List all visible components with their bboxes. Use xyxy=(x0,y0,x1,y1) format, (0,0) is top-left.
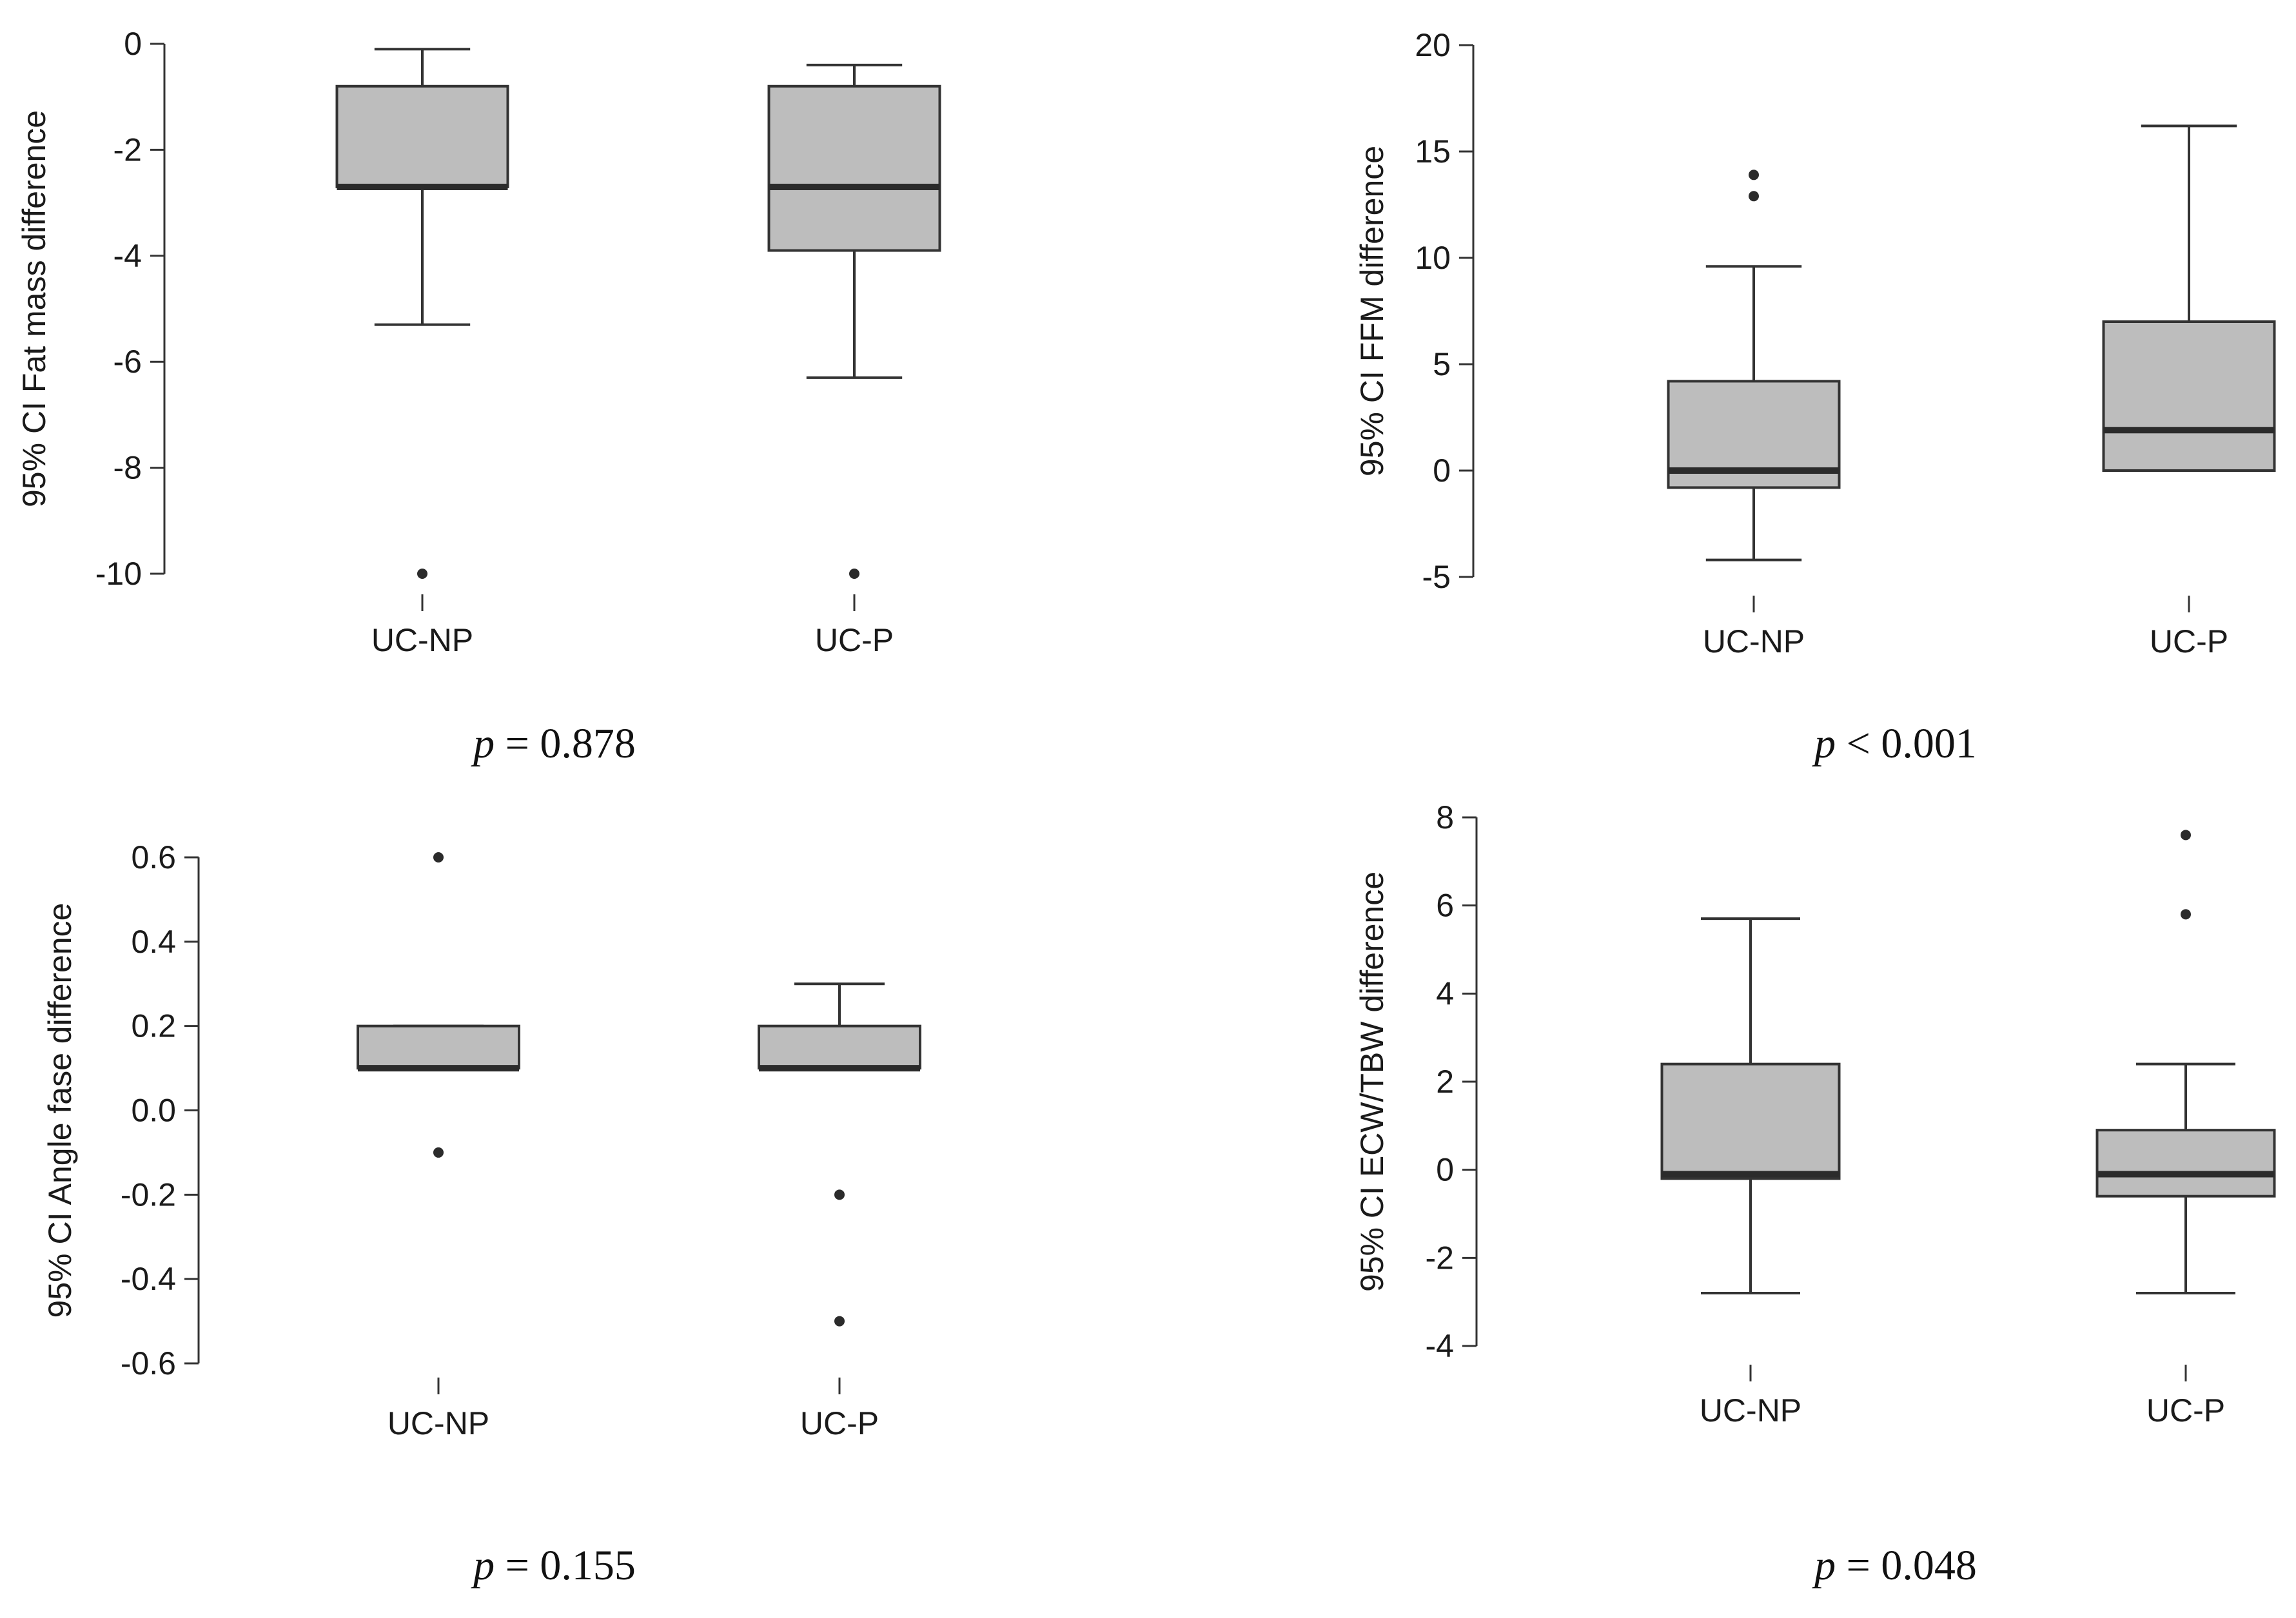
outlier-point xyxy=(1749,191,1759,202)
y-tick-label: -6 xyxy=(113,344,142,380)
p-value: p = 0.155 xyxy=(471,1542,636,1589)
category-label: UC-P xyxy=(2146,1392,2225,1428)
iqr-box xyxy=(767,84,941,252)
y-tick-label: -5 xyxy=(1422,559,1451,595)
y-tick-label: 10 xyxy=(1415,240,1451,276)
y-tick-label: -0.2 xyxy=(121,1176,176,1213)
y-tick-label: -2 xyxy=(1426,1240,1454,1276)
box-uc-p: UC-P xyxy=(758,982,921,1441)
y-tick-label: 0.4 xyxy=(131,924,176,960)
category-label: UC-P xyxy=(800,1405,879,1441)
y-axis-title: 95% CI Angle fase difference xyxy=(42,903,78,1318)
iqr-box xyxy=(335,84,509,188)
box-uc-p: UC-P xyxy=(767,63,941,658)
iqr-box xyxy=(357,1024,520,1070)
outlier-point xyxy=(849,569,859,579)
box-uc-np: UC-NP xyxy=(1660,917,1841,1428)
y-tick-label: 8 xyxy=(1436,799,1454,835)
iqr-box xyxy=(1660,1062,1841,1180)
y-tick-label: 5 xyxy=(1433,346,1451,382)
outlier-point xyxy=(433,852,444,863)
outlier-point xyxy=(2181,830,2191,841)
y-tick-label: 0 xyxy=(124,26,142,62)
y-tick-label: -0.6 xyxy=(121,1345,176,1381)
p-value-text: = 0.155 xyxy=(495,1542,636,1589)
p-value: p < 0.001 xyxy=(1812,720,1977,767)
category-label: UC-P xyxy=(2150,623,2228,659)
p-symbol: p xyxy=(471,1542,495,1589)
y-axis-title: 95% CI FFM difference xyxy=(1354,146,1390,476)
category-label: UC-P xyxy=(815,622,894,658)
p-symbol: p xyxy=(1812,1542,1836,1589)
box-uc-p: UC-P xyxy=(2102,124,2276,659)
y-tick-label: -0.4 xyxy=(121,1261,176,1297)
box-uc-np: UC-NP xyxy=(1667,170,1841,659)
p-value: p = 0.878 xyxy=(471,720,636,767)
y-tick-label: 6 xyxy=(1436,888,1454,924)
iqr-box xyxy=(2095,1129,2276,1198)
panel-4: 8 6 4 2 0 -2 -4 95% CI ECW/TBW difference UC-NP U… xyxy=(1354,799,2276,1589)
outlier-point xyxy=(834,1189,845,1200)
box-uc-np: UC-NP xyxy=(357,852,520,1441)
p-symbol: p xyxy=(1812,720,1836,767)
y-tick-label: -4 xyxy=(113,238,142,274)
p-value-text: = 0.048 xyxy=(1836,1542,1977,1589)
y-tick-label: 4 xyxy=(1436,975,1454,1011)
outlier-point xyxy=(433,1147,444,1158)
box-uc-np: UC-NP xyxy=(335,48,509,658)
category-label: UC-NP xyxy=(1703,623,1805,659)
y-tick-label: 0.0 xyxy=(131,1093,176,1129)
y-tick-label: 0 xyxy=(1433,453,1451,489)
iqr-box xyxy=(2102,320,2276,472)
y-tick-label: -4 xyxy=(1426,1328,1454,1364)
outlier-point xyxy=(417,569,427,579)
outlier-point xyxy=(2181,909,2191,920)
category-label: UC-NP xyxy=(371,622,473,658)
p-value-text: < 0.001 xyxy=(1836,720,1977,767)
y-tick-label: 20 xyxy=(1415,27,1451,63)
y-axis-title: 95% CI ECW/TBW difference xyxy=(1354,872,1390,1292)
outlier-point xyxy=(834,1316,845,1327)
y-tick-label: -2 xyxy=(113,132,142,168)
panel-2: 20 15 10 5 0 -5 95% CI FFM difference UC-NP UC-P… xyxy=(1354,27,2276,767)
y-tick-label: 2 xyxy=(1436,1064,1454,1100)
y-axis-title: 95% CI Fat mass difference xyxy=(16,110,52,507)
p-symbol: p xyxy=(471,720,495,767)
panel-1: 0 -2 -4 -6 -8 -10 95% CI Fat mass difference UC… xyxy=(16,26,941,767)
iqr-box xyxy=(758,1024,921,1070)
y-tick-label: -10 xyxy=(95,556,142,592)
y-tick-label: -8 xyxy=(113,450,142,486)
box-uc-p: UC-P xyxy=(2095,830,2276,1428)
panel-3: 0.6 0.4 0.2 0.0 -0.2 -0.4 -0.6 95% CI Angle fas… xyxy=(42,839,921,1589)
p-value: p = 0.048 xyxy=(1812,1542,1977,1589)
y-tick-label: 0.2 xyxy=(131,1008,176,1044)
y-tick-label: 0.6 xyxy=(131,839,176,875)
outlier-point xyxy=(1749,170,1759,180)
y-tick-label: 0 xyxy=(1436,1152,1454,1188)
category-label: UC-NP xyxy=(388,1405,489,1441)
category-label: UC-NP xyxy=(1700,1392,1801,1428)
p-value-text: = 0.878 xyxy=(495,720,636,767)
y-tick-label: 15 xyxy=(1415,133,1451,170)
